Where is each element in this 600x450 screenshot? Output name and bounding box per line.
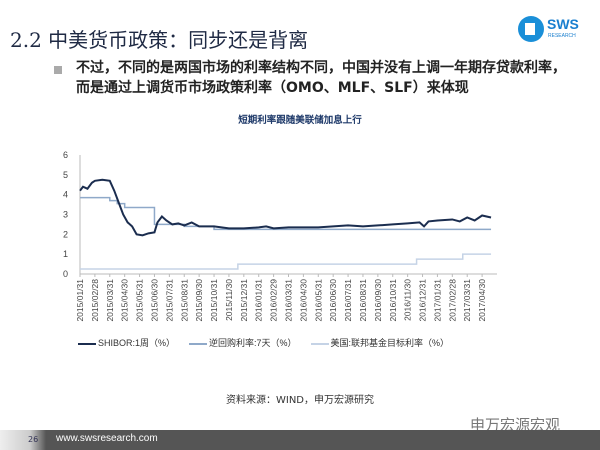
y-tick-label: 2 xyxy=(63,229,68,239)
chart-legend: SHIBOR:1周（%） 逆回购利率:7天（%） 美国:联邦基金目标利率（%） xyxy=(78,336,449,349)
x-tick-label: 2016/09/30 xyxy=(373,279,383,322)
legend-swatch xyxy=(189,342,208,345)
y-tick-label: 5 xyxy=(63,170,68,180)
x-tick-label: 2016/05/31 xyxy=(313,279,323,322)
x-tick-label: 2016/07/31 xyxy=(343,279,353,322)
x-tick-label: 2016/11/30 xyxy=(403,279,413,321)
x-tick-label: 2016/04/30 xyxy=(298,279,308,322)
line-chart: 0 1 2 3 4 5 6 2015/01/31 2015/02/28 2015/03/31 201… xyxy=(63,150,497,322)
x-tick-label: 2015/07/31 xyxy=(164,279,174,322)
y-tick-label: 6 xyxy=(63,150,68,160)
chart-title: 短期利率跟随美联储加息上行 xyxy=(238,115,362,126)
x-tick-label: 2016/10/31 xyxy=(388,279,398,322)
x-tick-label: 2015/01/31 xyxy=(75,279,85,322)
x-tick-label: 2016/06/30 xyxy=(328,279,338,322)
logo-text: SWS xyxy=(547,16,579,32)
body-text: 不过，不同的是两国市场的利率结构不同，中国并没有上调一年期存贷款利率，而是通过上… xyxy=(76,60,566,96)
source-note: 资料来源：WIND，申万宏源研究 xyxy=(225,395,375,406)
watermark: 申万宏源宏观 xyxy=(470,416,561,434)
y-tick-label: 4 xyxy=(63,190,68,200)
x-tick-label: 2016/02/29 xyxy=(269,279,279,322)
page-title: 2.2 中美货币政策：同步还是背离 xyxy=(10,28,309,52)
x-tick-label: 2015/08/31 xyxy=(179,279,189,322)
legend-label: SHIBOR:1周（%） xyxy=(98,338,176,348)
y-tick-label: 1 xyxy=(63,249,68,259)
x-tick-label: 2017/01/31 xyxy=(432,279,442,322)
x-tick-label: 2016/01/31 xyxy=(254,279,264,322)
legend-label: 逆回购利率:7天（%） xyxy=(209,338,297,348)
x-tick-label: 2015/09/30 xyxy=(194,279,204,322)
x-tick-label: 2015/02/28 xyxy=(90,279,100,322)
x-tick-label: 2016/12/31 xyxy=(418,279,428,322)
legend-swatch xyxy=(310,342,329,345)
bullet-icon xyxy=(54,66,62,74)
x-tick-label: 2015/05/31 xyxy=(135,279,145,322)
legend-swatch xyxy=(78,342,96,345)
x-tick-label: 2015/11/30 xyxy=(224,279,234,321)
footer-url[interactable]: www.swsresearch.com xyxy=(56,433,158,444)
x-tick-label: 2017/03/31 xyxy=(462,279,472,322)
x-tick-label: 2015/06/30 xyxy=(149,279,159,322)
legend-item: 逆回购利率:7天（%） xyxy=(189,336,297,349)
legend-item: SHIBOR:1周（%） xyxy=(78,336,175,349)
footer-bar xyxy=(0,430,600,450)
page-number: 26 xyxy=(28,435,39,444)
legend-item: 美国:联邦基金目标利率（%） xyxy=(310,336,450,349)
logo-icon xyxy=(518,16,544,42)
x-tick-label: 2015/03/31 xyxy=(105,279,115,322)
x-tick-label: 2015/12/31 xyxy=(239,279,249,322)
series-line xyxy=(80,253,492,270)
x-tick-label: 2016/08/31 xyxy=(358,279,368,322)
sws-logo: SWS RESEARCH xyxy=(518,16,590,46)
logo-subtext: RESEARCH xyxy=(548,33,576,39)
x-tick-label: 2017/04/30 xyxy=(477,279,487,322)
legend-label: 美国:联邦基金目标利率（%） xyxy=(330,338,450,348)
x-tick-label: 2016/03/31 xyxy=(284,279,294,322)
y-tick-label: 3 xyxy=(63,210,68,220)
x-tick-label: 2015/04/30 xyxy=(120,279,130,322)
y-tick-label: 0 xyxy=(63,269,68,279)
series-line xyxy=(79,178,492,237)
series-line xyxy=(80,196,492,231)
x-tick-label: 2017/02/28 xyxy=(447,279,457,322)
x-tick-label: 2015/10/31 xyxy=(209,279,219,322)
